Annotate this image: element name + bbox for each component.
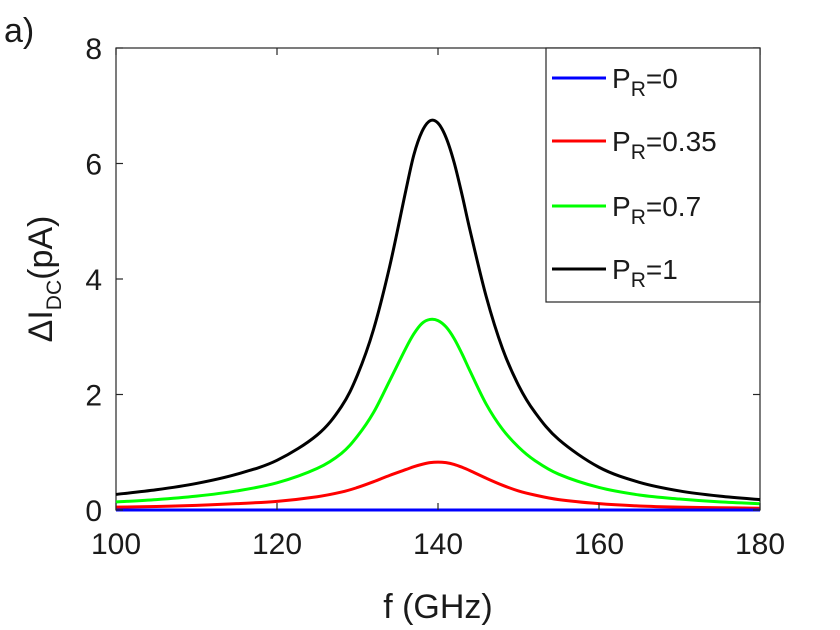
x-tick-label: 120 (252, 528, 302, 561)
y-axis: 0 2 4 6 8 (85, 33, 760, 528)
y-tick-label: 6 (85, 149, 102, 182)
y-axis-title-prefix: ΔI (22, 310, 60, 342)
y-axis-title-suffix: (pA) (22, 216, 60, 280)
legend-label: PR=0 (612, 63, 678, 101)
y-tick-label: 2 (85, 380, 102, 413)
y-tick-label: 8 (85, 33, 102, 66)
series-line-p-r-0-35 (115, 460, 761, 510)
legend-label-main: P (612, 63, 631, 94)
legend-label-sub: R (631, 141, 646, 164)
series-line-p-r-0-7 (115, 317, 761, 506)
legend-box (545, 47, 761, 303)
series-line-p-r-1 (115, 118, 761, 502)
legend-label-value: =0.35 (646, 126, 717, 157)
legend-label: PR=0.7 (612, 191, 701, 229)
legend-item: PR=1 (552, 254, 678, 292)
legend: PR=0 PR=0.35 PR=0.7 PR=1 (545, 47, 761, 303)
legend-item: PR=0.35 (552, 126, 717, 164)
y-tick-label: 0 (85, 495, 102, 528)
legend-label-main: P (612, 254, 631, 285)
legend-item: PR=0.7 (552, 191, 701, 229)
x-tick-label: 160 (574, 528, 624, 561)
legend-label-value: =1 (646, 254, 678, 285)
legend-item: PR=0 (552, 63, 678, 101)
legend-label-sub: R (631, 206, 646, 229)
x-axis-title: f (GHz) (383, 588, 493, 626)
x-axis: 100 120 140 160 180 (91, 48, 785, 561)
legend-label-sub: R (631, 269, 646, 292)
legend-label-sub: R (631, 78, 646, 101)
legend-label-main: P (612, 191, 631, 222)
legend-label-value: =0 (646, 63, 678, 94)
panel-label: a) (4, 12, 34, 50)
legend-label-value: =0.7 (646, 191, 701, 222)
y-axis-title: ΔIDC(pA) (22, 216, 66, 343)
legend-label-main: P (612, 126, 631, 157)
x-tick-label: 100 (91, 528, 141, 561)
y-tick-label: 4 (85, 264, 102, 297)
x-tick-label: 140 (413, 528, 463, 561)
legend-label: PR=1 (612, 254, 678, 292)
y-axis-title-subscript: DC (43, 280, 66, 310)
legend-label: PR=0.35 (612, 126, 717, 164)
x-tick-label: 180 (735, 528, 785, 561)
